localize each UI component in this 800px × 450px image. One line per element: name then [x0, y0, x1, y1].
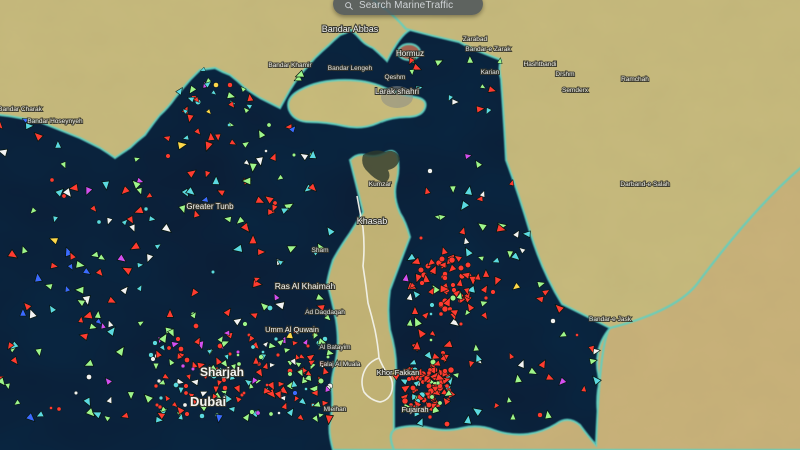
svg-text:Falaj Al Muala: Falaj Al Muala [320, 361, 361, 368]
svg-text:Fujairah: Fujairah [401, 405, 428, 414]
svg-text:Qeshm: Qeshm [385, 74, 406, 81]
svg-text:Greater Tunb: Greater Tunb [186, 202, 234, 211]
svg-text:Zarabad: Zarabad [463, 36, 488, 43]
svg-text:Karian: Karian [481, 69, 500, 76]
svg-text:Sham: Sham [312, 247, 329, 254]
svg-text:Hashtbandi: Hashtbandi [524, 61, 557, 68]
svg-text:Bandar Hoseynyeh: Bandar Hoseynyeh [27, 118, 83, 125]
svg-text:Khor Fakkan: Khor Fakkan [377, 368, 420, 377]
svg-text:Ras Al Khaimah: Ras Al Khaimah [275, 281, 336, 291]
svg-text:Sharjah: Sharjah [200, 365, 244, 379]
svg-text:Larak shahri: Larak shahri [375, 87, 419, 96]
svg-text:Bandar Khamir: Bandar Khamir [268, 62, 312, 69]
svg-text:Hormuz: Hormuz [396, 49, 424, 58]
svg-text:Ramchah: Ramchah [621, 76, 649, 83]
svg-text:Ad Daqdaqah: Ad Daqdaqah [305, 309, 345, 316]
svg-text:Kumzar: Kumzar [369, 181, 392, 188]
svg-text:Bandar-e Zarak: Bandar-e Zarak [465, 46, 511, 53]
svg-text:Semderx: Semderx [562, 87, 589, 94]
svg-text:Bandar Lengeh: Bandar Lengeh [328, 65, 373, 72]
svg-text:Mleihan: Mleihan [324, 406, 347, 413]
svg-text:Dubai: Dubai [190, 394, 226, 409]
svg-text:Bandar Abbas: Bandar Abbas [322, 24, 379, 34]
svg-text:Bandar Charak: Bandar Charak [0, 106, 43, 113]
svg-text:Al Batayim: Al Batayim [319, 344, 350, 351]
svg-text:Darband-e Salah: Darband-e Salah [620, 181, 670, 188]
svg-text:Bandar-e Jask: Bandar-e Jask [589, 316, 632, 323]
svg-text:Drshm: Drshm [555, 71, 574, 78]
svg-text:Khasab: Khasab [357, 216, 388, 226]
svg-text:Umm Al Quwain: Umm Al Quwain [265, 325, 319, 334]
